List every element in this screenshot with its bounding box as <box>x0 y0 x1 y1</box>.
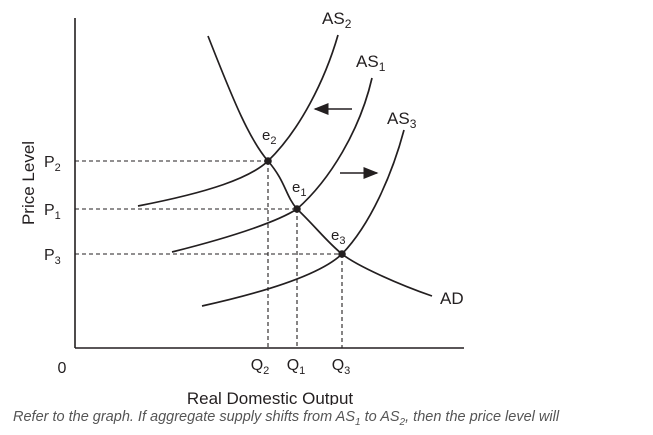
guide-lines <box>75 160 343 348</box>
quantity-tick-q2: Q2 <box>251 357 270 377</box>
caption-part1: Refer to the graph. If aggregate supply … <box>13 409 356 425</box>
caption-part3: , then the price level will <box>405 409 560 425</box>
e3-label: e3 <box>331 227 345 247</box>
quantity-tick-q3: Q3 <box>332 357 351 377</box>
caption-sub1: 1 <box>355 416 361 428</box>
ad-curve <box>207 35 433 297</box>
price-tick-p2: P2 <box>44 154 61 174</box>
as2-label: AS2 <box>322 9 352 31</box>
quantity-tick-q1: Q1 <box>287 357 306 377</box>
as1-label: AS1 <box>356 52 386 74</box>
e2-label: e2 <box>262 127 276 147</box>
aggregate-supply-demand-diagram: Price Level Real Domestic Output 0 P2 P1… <box>19 9 464 405</box>
caption-sub2: 2 <box>399 416 406 428</box>
e3-point <box>338 250 346 258</box>
ad-label: AD <box>440 289 464 308</box>
origin-label: 0 <box>58 360 67 377</box>
price-tick-p1: P1 <box>44 202 61 222</box>
y-axis-title: Price Level <box>19 141 38 225</box>
e1-label: e1 <box>292 179 306 199</box>
x-axis-title: Real Domestic Output <box>187 389 354 405</box>
question-caption: Refer to the graph. If aggregate supply … <box>13 409 653 428</box>
e2-point <box>264 157 272 165</box>
price-tick-p3: P3 <box>44 247 61 267</box>
as3-label: AS3 <box>387 109 417 131</box>
caption-part2: to AS <box>360 409 400 425</box>
e1-point <box>293 205 301 213</box>
as3-curve <box>201 129 405 307</box>
as2-curve <box>137 34 339 207</box>
